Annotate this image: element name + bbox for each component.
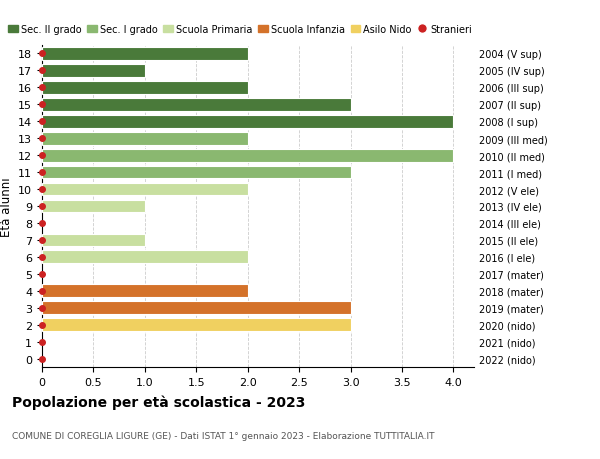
Bar [42,133,248,145]
Bar [42,82,248,95]
Legend: Sec. II grado, Sec. I grado, Scuola Primaria, Scuola Infanzia, Asilo Nido, Stran: Sec. II grado, Sec. I grado, Scuola Prim… [8,25,472,34]
Bar [42,302,350,314]
Bar [42,116,454,129]
Bar [42,234,145,247]
Bar [42,99,350,112]
Text: COMUNE DI COREGLIA LIGURE (GE) - Dati ISTAT 1° gennaio 2023 - Elaborazione TUTTI: COMUNE DI COREGLIA LIGURE (GE) - Dati IS… [12,431,434,441]
Bar [42,150,454,162]
Bar [42,166,350,179]
Bar [42,200,145,213]
Bar [42,183,248,196]
Bar [42,65,145,78]
Y-axis label: Età alunni: Età alunni [0,177,13,236]
Bar [42,319,350,331]
Text: Popolazione per età scolastica - 2023: Popolazione per età scolastica - 2023 [12,395,305,409]
Bar [42,251,248,263]
Bar [42,48,248,61]
Bar [42,285,248,297]
